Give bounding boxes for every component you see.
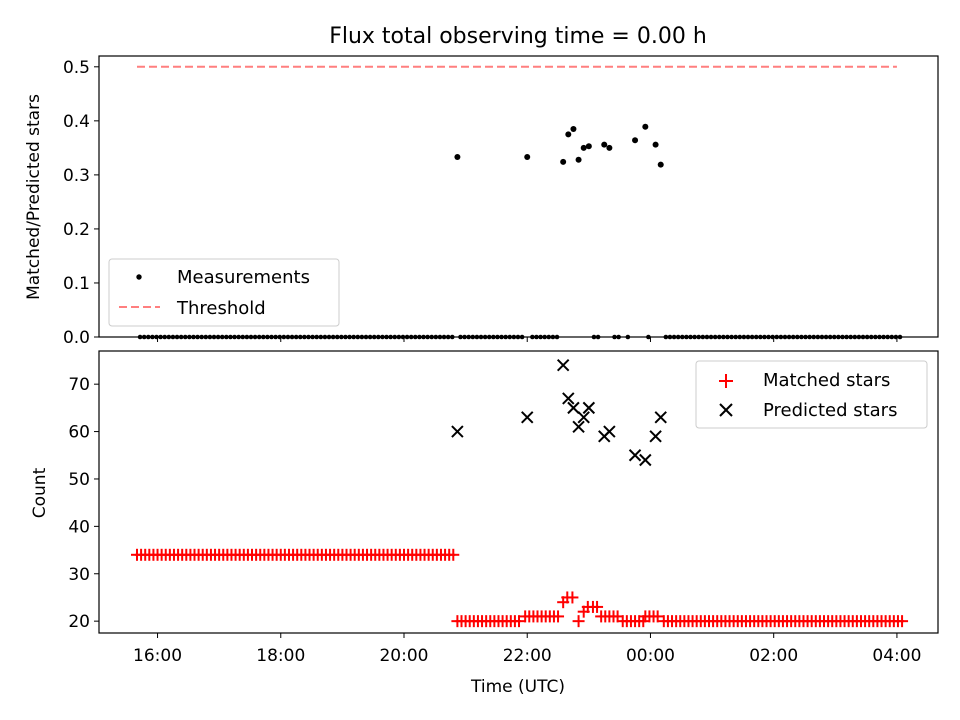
bottom-panel: 20 30 40 50 60 70 16:00 18:00 20:00 22:00 00:00 02… (30, 350, 939, 697)
predicted-star-point (649, 430, 662, 443)
legend-label-measurements: Measurements (177, 267, 310, 288)
top-y-tick-label: 0.0 (63, 328, 90, 348)
top-y-tick-label: 0.4 (63, 112, 90, 132)
predicted-star-point (521, 411, 534, 424)
predicted-star-point (654, 411, 667, 424)
predicted-star-point (556, 359, 570, 372)
matched-star-point (552, 610, 565, 623)
measurement-point (454, 154, 461, 161)
predicted-star-point (628, 449, 642, 462)
top-y-axis-label: Matched/Predicted stars (24, 94, 44, 300)
predicted-star-point (567, 401, 580, 415)
x-tick-label: 00:00 (626, 646, 675, 666)
matched-star-point (572, 615, 585, 628)
x-tick-label: 22:00 (503, 646, 552, 666)
measurement-point (575, 156, 582, 163)
predicted-star-point (562, 392, 575, 405)
matched-star-point (651, 610, 664, 623)
measurement-point (657, 161, 664, 168)
measurement-point (570, 125, 577, 132)
top-y-tick-label: 0.3 (63, 166, 90, 186)
x-tick-label: 18:00 (256, 646, 305, 666)
bottom-axes-frame (98, 350, 939, 634)
matched-star-point (513, 615, 526, 628)
top-legend-box (108, 258, 340, 327)
bottom-x-ticks: 16:00 18:00 20:00 22:00 00:00 02:00 04:00 (133, 633, 921, 666)
matched-star-point (591, 600, 604, 613)
bottom-y-tick-label: 40 (68, 517, 90, 537)
predicted-star-point (582, 401, 596, 415)
top-y-tick-label: 0.5 (63, 58, 90, 78)
top-panel: Flux total observing time = 0.00 h 0.00.… (24, 24, 939, 348)
predicted-star-point (572, 420, 585, 434)
predicted-star-point (577, 411, 590, 424)
legend-label-matched: Matched stars (763, 370, 890, 391)
top-x-ticks (157, 337, 898, 342)
x-axis-label: Time (UTC) (470, 677, 565, 697)
legend-label-threshold: Threshold (176, 298, 266, 319)
top-y-tick-label: 0.2 (63, 220, 90, 240)
top-legend: Measurements Threshold (108, 258, 340, 327)
bottom-y-tick-label: 50 (68, 470, 90, 490)
x-tick-label: 20:00 (379, 646, 428, 666)
legend-marker-predicted (719, 403, 733, 417)
measurement-point (585, 143, 592, 150)
top-y-tick-label: 0.1 (63, 274, 90, 294)
legend-label-predicted: Predicted stars (763, 400, 897, 421)
legend-marker-measurements (136, 274, 142, 280)
measurement-point (642, 123, 649, 130)
bottom-legend: Matched stars Predicted stars (695, 360, 928, 429)
predicted-star-point (603, 425, 616, 438)
predicted-star-point (451, 425, 464, 438)
measurement-point (524, 154, 531, 161)
top-title: Flux total observing time = 0.00 h (329, 24, 707, 49)
measurement-point (565, 131, 572, 138)
measurement-point (606, 144, 613, 151)
x-tick-label: 04:00 (872, 646, 921, 666)
matched-star-point (566, 591, 579, 604)
bottom-y-tick-label: 20 (68, 612, 90, 632)
top-axes-frame (98, 55, 939, 338)
bottom-y-ticks: 20 30 40 50 60 70 (68, 375, 99, 632)
bottom-y-tick-label: 60 (68, 423, 90, 443)
x-tick-label: 02:00 (749, 646, 798, 666)
measurement-point (652, 141, 659, 148)
predicted-star-point (639, 453, 652, 467)
measurement-point (632, 137, 639, 144)
measurement-point (601, 141, 608, 148)
bottom-y-axis-label: Count (30, 467, 50, 518)
measurement-point (560, 158, 567, 165)
bottom-y-tick-label: 30 (68, 565, 90, 585)
matched-star-point (896, 615, 909, 628)
bottom-plot-area (130, 359, 909, 628)
bottom-y-tick-label: 70 (68, 375, 90, 395)
measurement-point (580, 144, 587, 151)
top-y-ticks: 0.0 0.1 0.2 0.3 0.4 0.5 (63, 58, 99, 348)
bottom-legend-box (695, 360, 928, 429)
legend-marker-matched (719, 374, 733, 388)
matched-star-point (447, 548, 460, 561)
x-tick-label: 16:00 (133, 646, 182, 666)
